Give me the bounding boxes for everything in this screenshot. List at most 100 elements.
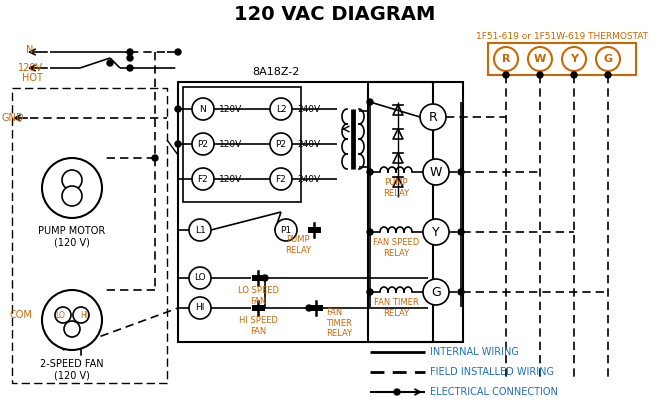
Text: GND: GND xyxy=(1,113,24,123)
Circle shape xyxy=(494,47,518,71)
Circle shape xyxy=(367,169,373,175)
Circle shape xyxy=(562,47,586,71)
Text: 2-SPEED FAN: 2-SPEED FAN xyxy=(40,359,104,369)
Text: 120V: 120V xyxy=(18,63,43,73)
Text: PUMP
RELAY: PUMP RELAY xyxy=(285,235,311,255)
Text: FIELD INSTALLED WIRING: FIELD INSTALLED WIRING xyxy=(430,367,554,377)
Text: 120V: 120V xyxy=(219,174,243,184)
Circle shape xyxy=(537,72,543,78)
Text: 8A18Z-2: 8A18Z-2 xyxy=(252,67,299,77)
Text: 240V: 240V xyxy=(297,174,320,184)
Circle shape xyxy=(127,55,133,61)
Text: (120 V): (120 V) xyxy=(54,237,90,247)
Circle shape xyxy=(107,60,113,66)
Bar xyxy=(488,43,636,75)
Circle shape xyxy=(192,168,214,190)
Circle shape xyxy=(192,98,214,120)
Circle shape xyxy=(394,389,400,395)
Circle shape xyxy=(270,133,292,155)
Circle shape xyxy=(270,98,292,120)
Bar xyxy=(368,82,463,342)
Text: 120V: 120V xyxy=(219,104,243,114)
Circle shape xyxy=(262,275,268,281)
Circle shape xyxy=(127,49,133,55)
Text: FAN TIMER
RELAY: FAN TIMER RELAY xyxy=(374,298,418,318)
Circle shape xyxy=(605,72,611,78)
Text: L2: L2 xyxy=(275,104,286,114)
Text: Y: Y xyxy=(570,54,578,64)
Text: P1: P1 xyxy=(281,225,291,235)
Circle shape xyxy=(152,155,158,161)
Text: F2: F2 xyxy=(275,174,286,184)
Text: G: G xyxy=(431,285,441,298)
Text: G: G xyxy=(604,54,612,64)
Circle shape xyxy=(175,141,181,147)
Circle shape xyxy=(189,267,211,289)
Circle shape xyxy=(458,289,464,295)
Circle shape xyxy=(62,186,82,206)
Circle shape xyxy=(42,158,102,218)
Circle shape xyxy=(458,229,464,235)
Text: Y: Y xyxy=(432,225,440,238)
Text: FAN SPEED
RELAY: FAN SPEED RELAY xyxy=(373,238,419,258)
Circle shape xyxy=(571,72,577,78)
Circle shape xyxy=(503,72,509,78)
Circle shape xyxy=(64,321,80,337)
Circle shape xyxy=(175,49,181,55)
Circle shape xyxy=(423,219,449,245)
Circle shape xyxy=(528,47,552,71)
Text: PUMP
RELAY: PUMP RELAY xyxy=(383,178,409,198)
Text: 1F51-619 or 1F51W-619 THERMOSTAT: 1F51-619 or 1F51W-619 THERMOSTAT xyxy=(476,31,648,41)
Text: HI: HI xyxy=(196,303,205,313)
Text: 240V: 240V xyxy=(297,104,320,114)
Circle shape xyxy=(189,297,211,319)
Text: LO SPEED
FAN: LO SPEED FAN xyxy=(237,286,279,306)
Circle shape xyxy=(423,159,449,185)
Bar xyxy=(12,88,167,383)
Circle shape xyxy=(423,279,449,305)
Text: LO: LO xyxy=(194,274,206,282)
Circle shape xyxy=(175,106,181,112)
Text: N: N xyxy=(200,104,206,114)
Circle shape xyxy=(192,133,214,155)
Circle shape xyxy=(596,47,620,71)
Circle shape xyxy=(189,219,211,241)
Text: P2: P2 xyxy=(198,140,208,148)
Circle shape xyxy=(73,307,89,323)
Text: (120 V): (120 V) xyxy=(54,370,90,380)
Text: N: N xyxy=(26,45,34,55)
Text: PUMP MOTOR: PUMP MOTOR xyxy=(38,226,106,236)
Circle shape xyxy=(55,307,71,323)
Circle shape xyxy=(458,169,464,175)
Text: HOT: HOT xyxy=(21,73,42,83)
Text: INTERNAL WIRING: INTERNAL WIRING xyxy=(430,347,519,357)
Text: COM: COM xyxy=(9,310,32,320)
Text: L1: L1 xyxy=(194,225,206,235)
Text: ELECTRICAL CONNECTION: ELECTRICAL CONNECTION xyxy=(430,387,558,397)
Circle shape xyxy=(367,229,373,235)
Text: W: W xyxy=(534,54,546,64)
Circle shape xyxy=(420,104,446,130)
Text: R: R xyxy=(502,54,511,64)
Circle shape xyxy=(367,289,373,295)
Text: 120V: 120V xyxy=(219,140,243,148)
Circle shape xyxy=(42,290,102,350)
Text: HI: HI xyxy=(80,310,88,320)
Circle shape xyxy=(275,219,297,241)
Text: F2: F2 xyxy=(198,174,208,184)
Circle shape xyxy=(127,65,133,71)
Text: W: W xyxy=(430,166,442,178)
Circle shape xyxy=(306,305,312,311)
Bar xyxy=(183,87,301,202)
Circle shape xyxy=(62,170,82,190)
Text: 120 VAC DIAGRAM: 120 VAC DIAGRAM xyxy=(234,5,436,23)
Text: 240V: 240V xyxy=(297,140,320,148)
Text: R: R xyxy=(429,111,438,124)
Text: HI SPEED
FAN: HI SPEED FAN xyxy=(239,316,277,336)
Circle shape xyxy=(270,168,292,190)
Text: LO: LO xyxy=(55,310,65,320)
Text: FAN
TIMER
RELAY: FAN TIMER RELAY xyxy=(326,308,352,338)
Text: P2: P2 xyxy=(275,140,287,148)
Circle shape xyxy=(367,99,373,105)
Bar xyxy=(178,82,433,342)
